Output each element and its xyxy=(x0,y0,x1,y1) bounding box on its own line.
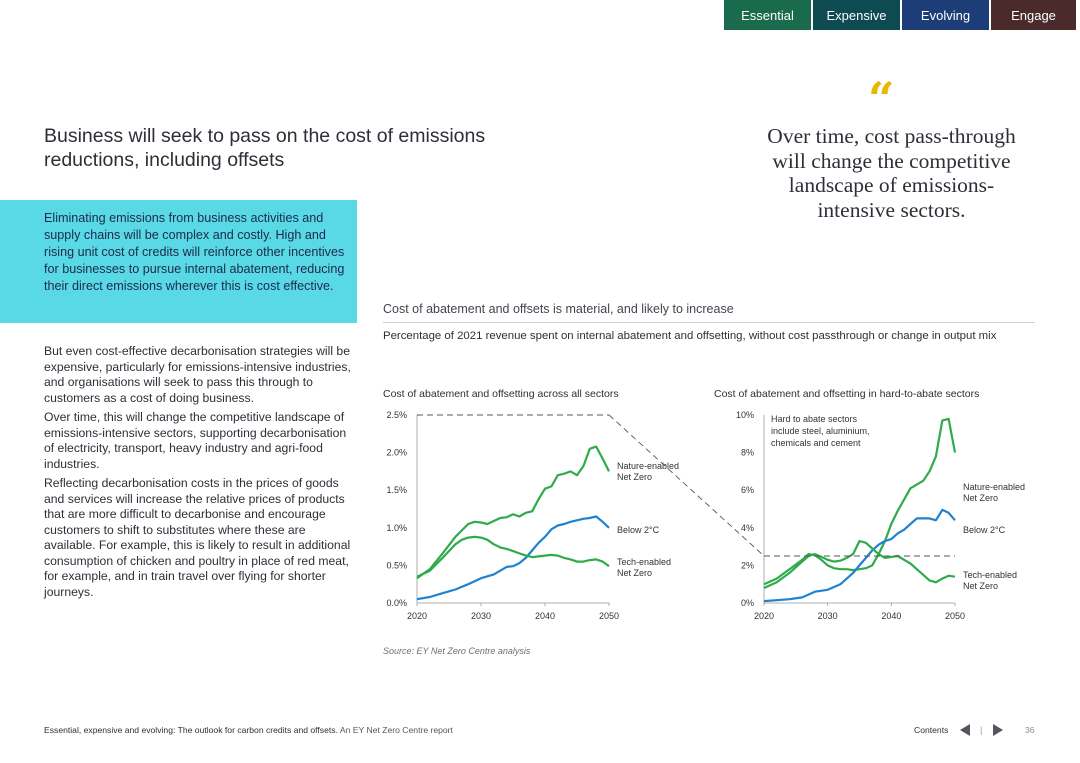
previous-page-icon[interactable] xyxy=(960,724,970,736)
chart-0-series-label: Net Zero xyxy=(617,568,652,578)
chart-0-x-tick-label: 2050 xyxy=(599,611,619,621)
footer-report-title: Essential, expensive and evolving: The o… xyxy=(44,725,453,735)
quote-mark-icon: “ xyxy=(868,72,895,126)
chart-1-y-tick-label: 4% xyxy=(741,523,754,533)
zoom-connector-line xyxy=(608,414,765,557)
tab-expensive[interactable]: Expensive xyxy=(811,0,900,30)
highlight-box: Eliminating emissions from business acti… xyxy=(0,200,357,323)
page-heading: Business will seek to pass on the cost o… xyxy=(44,125,486,171)
tab-evolving[interactable]: Evolving xyxy=(900,0,989,30)
chart-0-y-tick-label: 2.0% xyxy=(386,448,407,458)
highlight-text: Eliminating emissions from business acti… xyxy=(44,211,345,293)
figure-divider xyxy=(383,322,1035,323)
footer-subtitle: An EY Net Zero Centre report xyxy=(339,725,453,735)
chart-1-y-tick-label: 8% xyxy=(741,448,754,458)
body-paragraph-3: Reflecting decarbonisation costs in the … xyxy=(44,476,351,599)
section-nav: Essential Expensive Evolving Engage xyxy=(724,0,1076,30)
chart-0-series-label: Net Zero xyxy=(617,472,652,482)
chart-1-x-tick-label: 2040 xyxy=(881,611,901,621)
chart-1-x-tick-label: 2020 xyxy=(754,611,774,621)
chart-0-y-tick-label: 0.5% xyxy=(386,560,407,570)
chart-0-series-label: Below 2°C xyxy=(617,525,660,535)
chart-1-series-label: Tech-enabled xyxy=(963,570,1017,580)
chart-1-y-tick-label: 10% xyxy=(736,410,754,420)
chart-0-y-tick-label: 1.0% xyxy=(386,523,407,533)
chart-0-series-nature-line xyxy=(416,445,610,580)
page-number: 36 xyxy=(1025,725,1035,735)
chart-1-series-label: Net Zero xyxy=(963,493,998,503)
chart-1-series-label: Net Zero xyxy=(963,581,998,591)
chart-right-title: Cost of abatement and offsetting in hard… xyxy=(714,388,980,400)
chart-0-x-tick-label: 2040 xyxy=(535,611,555,621)
figure-subtitle: Percentage of 2021 revenue spent on inte… xyxy=(383,330,997,342)
chart-1-annotation: chemicals and cement xyxy=(771,438,861,448)
figure-source: Source: EY Net Zero Centre analysis xyxy=(383,646,531,656)
body-text: But even cost-effective decarbonisation … xyxy=(44,344,354,604)
tab-essential[interactable]: Essential xyxy=(724,0,811,30)
chart-0-x-tick-label: 2030 xyxy=(471,611,491,621)
chart-0-y-tick-label: 0.0% xyxy=(386,598,407,608)
chart-1-series-below2-line xyxy=(763,508,956,603)
chart-1-x-tick-label: 2030 xyxy=(818,611,838,621)
chart-1-y-tick-label: 0% xyxy=(741,598,754,608)
chart-1-x-tick-label: 2050 xyxy=(945,611,965,621)
chart-1-annotation: include steel, aluminium, xyxy=(771,426,870,436)
pull-quote: Over time, cost pass-through will change… xyxy=(767,124,1016,222)
chart-1-annotation: Hard to abate sectors xyxy=(771,414,858,424)
tab-engage[interactable]: Engage xyxy=(989,0,1076,30)
body-paragraph-1: But even cost-effective decarbonisation … xyxy=(44,344,351,405)
nav-separator: | xyxy=(980,725,983,735)
chart-0-series-label: Tech-enabled xyxy=(617,557,671,567)
body-paragraph-2: Over time, this will change the competit… xyxy=(44,410,347,471)
chart-1-series-tech-line xyxy=(763,539,956,590)
chart-0-y-tick-label: 2.5% xyxy=(386,410,407,420)
chart-1-series-label: Nature-enabled xyxy=(963,482,1025,492)
footer-title: Essential, expensive and evolving: The o… xyxy=(44,725,338,735)
next-page-icon[interactable] xyxy=(993,724,1003,736)
chart-left-title: Cost of abatement and offsetting across … xyxy=(383,388,619,400)
contents-link[interactable]: Contents xyxy=(914,725,949,735)
chart-1-series-label: Below 2°C xyxy=(963,525,1006,535)
chart-0-x-tick-label: 2020 xyxy=(407,611,427,621)
chart-1-y-tick-label: 6% xyxy=(741,485,754,495)
figure-title: Cost of abatement and offsets is materia… xyxy=(383,302,734,316)
chart-1-y-tick-label: 2% xyxy=(741,560,754,570)
chart-0-series-tech-line xyxy=(416,535,610,578)
chart-1-series-nature-line xyxy=(763,417,957,586)
chart-0-y-tick-label: 1.5% xyxy=(386,485,407,495)
chart-0-series-below2-line xyxy=(416,515,610,601)
chart-0-series-label: Nature-enabled xyxy=(617,461,679,471)
